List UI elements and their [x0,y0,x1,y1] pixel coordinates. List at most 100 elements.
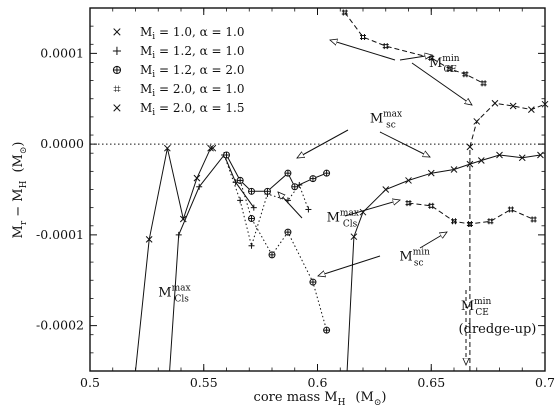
svg-text:Mi = 2.0, α = 1.0: Mi = 2.0, α = 1.0 [140,82,244,99]
annotation-mcls-max-left: Mmax Cls [158,284,190,305]
annotation-msc-min: Mmin sc [399,247,430,268]
data-point [530,216,537,223]
x-tick-label: 0.65 [417,375,445,390]
data-point [541,100,549,108]
legend-marker-plus-icon: + [112,44,123,59]
data-point [309,175,317,183]
data-point [450,166,458,173]
data-point [466,143,474,151]
legend-marker-circleplus-icon: ⊕ [112,63,123,78]
y-axis-label: Mr − MH(M⊙) [11,142,29,239]
series-line [239,180,328,331]
x-tick-label: 0.6 [308,375,328,390]
x-tick-label: 0.55 [190,375,218,390]
legend-entry: ⊕ Mi = 1.2, α = 2.0 [112,63,245,80]
data-point [518,154,526,162]
data-point [382,43,389,50]
data-point [263,187,271,195]
data-point [428,202,435,209]
data-point [451,218,457,225]
svg-text:Mi = 1.0, α = 1.0: Mi = 1.0, α = 1.0 [140,25,244,42]
data-point [163,144,171,152]
legend: × Mi = 1.0, α = 1.0 + Mi = 1.2, α = 1.0 … [112,25,245,118]
data-point [405,200,412,207]
data-point [507,206,514,213]
data-point [341,9,348,16]
data-point [427,169,435,177]
marker-layer [145,9,549,334]
data-point [236,176,244,184]
data-point [309,278,317,286]
data-point [466,220,473,227]
data-point [305,206,312,213]
data-point [466,160,474,168]
y-tick-label: 0.0000 [40,136,84,151]
data-point [405,177,412,184]
series-line [408,202,534,225]
data-point [323,169,331,177]
svg-text:Mr − MH(M⊙): Mr − MH(M⊙) [11,142,29,239]
annotation-arrows [278,40,472,365]
annotations: Mmin CE Mmax sc Mmax Cls Mmin sc Mmax Cls Mmi… [158,54,536,337]
series-line [226,154,327,192]
data-point [268,251,276,259]
data-point [496,151,503,159]
ticks-layer: 0.5 0.55 0.6 0.65 0.7 0.0001 0.0000 -0.0001 -0.0… [36,7,555,390]
data-point [360,34,366,41]
annotation-mce-min-dredge: Mmin CE [461,297,492,318]
data-point [248,187,256,195]
data-point [323,326,331,334]
data-point [145,236,153,243]
x-axis-label: core mass MH (M⊙) [254,390,387,408]
svg-text:Mi = 1.2, α = 2.0: Mi = 1.2, α = 2.0 [140,63,244,80]
data-point [487,218,494,225]
data-point [537,151,544,159]
data-point [179,215,187,223]
series-line [346,154,541,372]
data-point [284,169,292,177]
data-point [250,204,257,211]
annotation-mcls-max: Mmax Cls [327,208,359,229]
data-point [209,144,217,152]
data-point [509,102,517,110]
annotation-msc-max: Mmax sc [370,109,402,130]
series-line [135,147,213,372]
series-line [223,154,309,248]
annotation-dredge-up: (dredge-up) [459,322,537,337]
annotation-mce-min: Mmin CE [429,54,460,75]
legend-marker-hash-icon: ⌗ [113,82,121,97]
y-tick-label: -0.0002 [36,318,84,333]
legend-entry: × Mi = 1.0, α = 1.0 [112,25,245,42]
legend-entry: × Mi = 2.0, α = 1.5 [112,101,245,118]
data-point [382,186,390,193]
data-point [491,99,499,107]
x-tick-label: 0.7 [535,375,555,390]
data-point [248,242,255,249]
y-tick-label: 0.0001 [40,45,84,60]
svg-text:Mi = 1.2, α = 1.0: Mi = 1.2, α = 1.0 [140,44,244,61]
legend-entry: ⌗ Mi = 2.0, α = 1.0 [113,82,244,99]
series-line [344,12,484,84]
data-point [237,197,244,204]
svg-text:Mi = 2.0, α = 1.5: Mi = 2.0, α = 1.5 [140,101,244,118]
data-point [473,118,481,125]
data-point [446,65,453,72]
y-tick-label: -0.0001 [36,227,84,242]
data-point [350,233,358,241]
data-point [193,174,201,182]
legend-marker-cross-icon: × [112,25,123,40]
data-point [207,144,214,152]
x-tick-label: 0.5 [80,375,100,390]
data-point [248,215,256,223]
series-line [169,154,255,372]
legend-entry: + Mi = 1.2, α = 1.0 [112,44,245,61]
data-point [480,80,487,87]
data-point [223,151,230,159]
data-point [462,71,469,78]
data-point [175,231,182,238]
data-point [291,183,299,191]
data-point [284,228,292,236]
data-point [477,157,485,164]
data-point [527,106,535,113]
